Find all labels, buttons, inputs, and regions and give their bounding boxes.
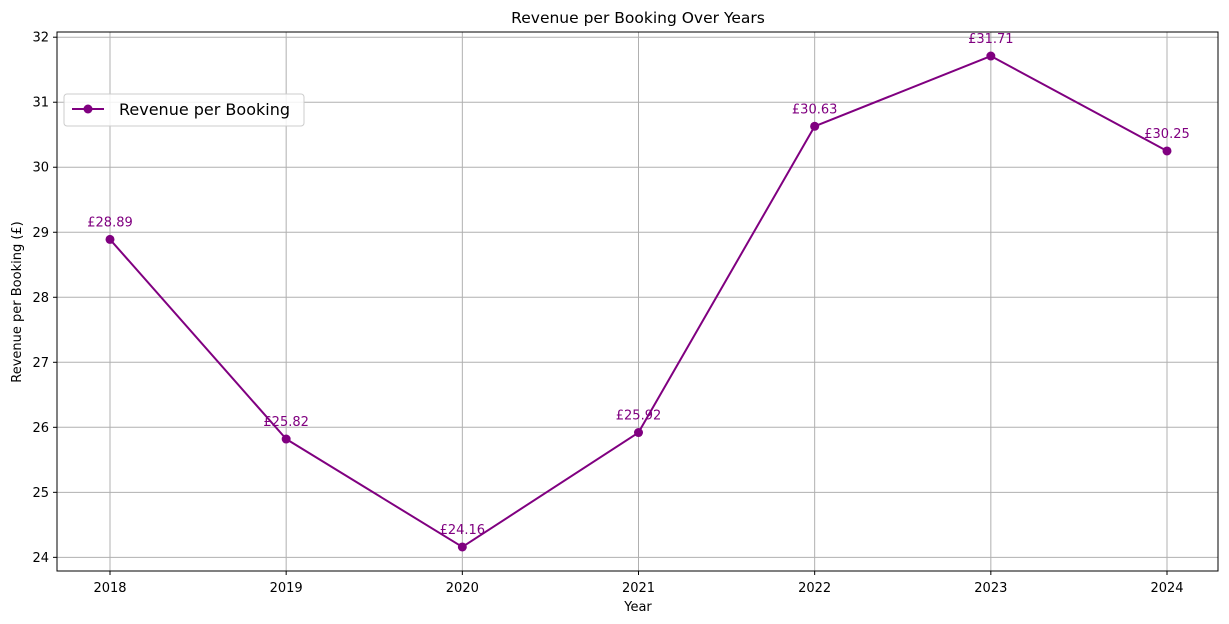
y-tick-label: 29 xyxy=(32,226,49,241)
data-label: £31.71 xyxy=(968,32,1014,47)
y-tick-label: 26 xyxy=(32,421,49,436)
x-tick-label: 2022 xyxy=(798,581,831,596)
y-tick-label: 30 xyxy=(32,161,49,176)
chart-title: Revenue per Booking Over Years xyxy=(511,9,765,27)
y-tick-label: 31 xyxy=(32,96,49,111)
data-point xyxy=(634,428,643,438)
data-point xyxy=(986,51,996,61)
legend-label: Revenue per Booking xyxy=(119,100,290,119)
plot-frame xyxy=(56,31,1219,572)
legend-marker-swatch xyxy=(83,104,93,114)
x-axis-title: Year xyxy=(623,600,652,615)
x-tick-label: 2019 xyxy=(270,581,303,596)
y-axis-title: Revenue per Booking (£) xyxy=(10,221,25,382)
x-tick-label: 2023 xyxy=(974,581,1007,596)
y-tick-label: 25 xyxy=(32,486,49,501)
data-label: £28.89 xyxy=(87,215,133,230)
data-point xyxy=(810,121,820,131)
x-tick-label: 2024 xyxy=(1150,581,1183,596)
data-label-layer: £28.89 £25.82 £24.16 £25.92 £30.63 £31.71 £30.… xyxy=(87,32,1190,538)
data-label: £30.25 xyxy=(1144,127,1190,142)
grid-lines xyxy=(57,32,1218,571)
y-tick-label: 27 xyxy=(32,356,49,371)
data-label: £30.63 xyxy=(792,102,838,117)
data-label: £24.16 xyxy=(440,523,486,538)
data-point xyxy=(1162,146,1172,156)
x-tick-label: 2021 xyxy=(622,581,655,596)
data-point xyxy=(281,434,291,444)
data-label: £25.92 xyxy=(616,409,662,424)
x-tick-label: 2018 xyxy=(93,581,126,596)
x-tick-label: 2020 xyxy=(446,581,479,596)
y-axis-ticks: 24 25 26 27 28 29 30 31 32 xyxy=(32,31,57,566)
data-point xyxy=(105,234,115,244)
x-axis-ticks: 2018 2019 2020 2021 2022 2023 2024 xyxy=(93,571,1184,596)
y-tick-label: 28 xyxy=(32,291,49,306)
data-point xyxy=(457,542,467,552)
legend: Revenue per Booking xyxy=(63,93,305,127)
y-tick-label: 24 xyxy=(32,551,49,566)
data-point-layer xyxy=(105,51,1172,552)
data-label: £25.82 xyxy=(263,415,309,430)
legend-box xyxy=(63,93,305,127)
y-tick-label: 32 xyxy=(32,31,49,46)
